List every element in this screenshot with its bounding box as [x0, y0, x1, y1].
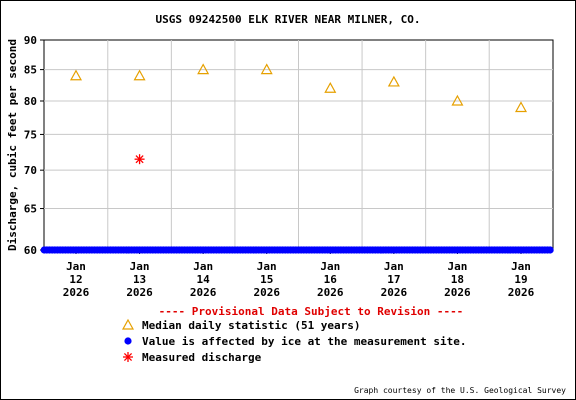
median-point [260, 63, 273, 75]
y-tick-label: 75 [24, 128, 37, 141]
chart-title: USGS 09242500 ELK RIVER NEAR MILNER, CO. [156, 13, 421, 26]
median-point [197, 63, 210, 75]
y-tick-label: 90 [24, 34, 37, 47]
legend-measured-label: Measured discharge [142, 351, 262, 364]
x-tick-label-year: 2026 [444, 286, 471, 299]
x-tick-label-year: 2026 [381, 286, 408, 299]
x-tick-label-month: Jan [257, 260, 277, 273]
median-point [69, 69, 83, 81]
y-tick-label: 70 [24, 164, 37, 177]
x-tick-label-month: Jan [447, 260, 467, 273]
x-tick-label-month: Jan [320, 260, 340, 273]
x-tick-label-year: 2026 [317, 286, 344, 299]
legend-measured-marker [123, 352, 133, 362]
median-point [451, 94, 464, 106]
x-tick-label-month: Jan [130, 260, 150, 273]
y-tick-label: 60 [24, 244, 37, 257]
median-point [324, 81, 337, 93]
x-tick-label-day: 18 [451, 273, 464, 286]
measured-point [134, 154, 145, 165]
y-tick-label: 85 [24, 64, 37, 77]
x-tick-label-day: 15 [260, 273, 273, 286]
x-tick-label-year: 2026 [190, 286, 217, 299]
legend-ice-label: Value is affected by ice at the measurem… [142, 335, 467, 348]
x-tick-label-day: 13 [133, 273, 146, 286]
ice-affected-point [546, 246, 554, 254]
median-point [514, 101, 528, 113]
credit-text: Graph courtesy of the U.S. Geological Su… [354, 386, 566, 395]
x-tick-label-year: 2026 [63, 286, 90, 299]
y-tick-label: 80 [24, 95, 37, 108]
x-tick-label-day: 12 [69, 273, 82, 286]
legend-ice-marker [124, 337, 132, 345]
legend-median-label: Median daily statistic (51 years) [142, 319, 361, 332]
x-tick-label-day: 14 [197, 273, 211, 286]
median-point [387, 75, 400, 87]
x-tick-label-day: 19 [514, 273, 527, 286]
y-tick-label: 65 [24, 203, 37, 216]
x-tick-label-month: Jan [511, 260, 531, 273]
x-tick-label-day: 17 [387, 273, 400, 286]
x-tick-label-year: 2026 [126, 286, 153, 299]
x-tick-label-month: Jan [66, 260, 86, 273]
legend-median-marker [121, 318, 135, 330]
median-point [133, 69, 146, 81]
x-tick-label-month: Jan [384, 260, 404, 273]
y-axis-label: Discharge, cubic feet per second [6, 39, 19, 251]
x-tick-label-month: Jan [193, 260, 213, 273]
x-tick-label-day: 16 [324, 273, 338, 286]
provisional-notice: ---- Provisional Data Subject to Revisio… [159, 305, 464, 318]
x-tick-label-year: 2026 [508, 286, 535, 299]
x-tick-label-year: 2026 [253, 286, 280, 299]
